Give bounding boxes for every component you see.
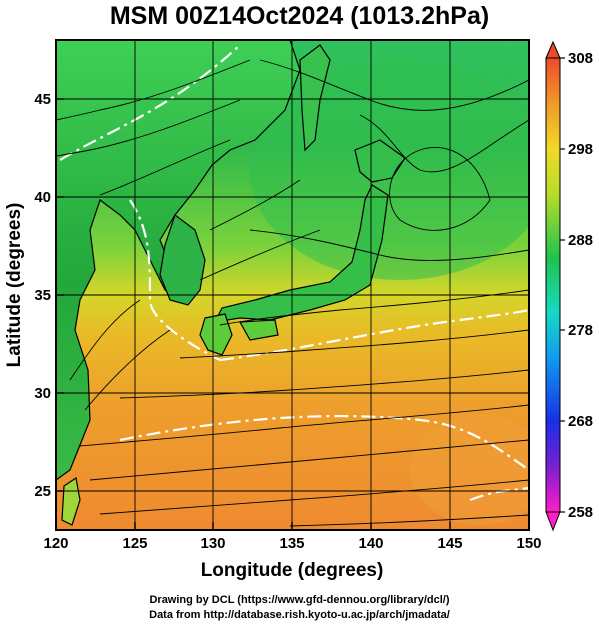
x-tick-label: 120 xyxy=(43,535,68,552)
grid-lines xyxy=(56,40,529,530)
credit-data-source: Data from http://database.rish.kyoto-u.a… xyxy=(149,609,450,621)
colorbar-tick-label: 278 xyxy=(568,322,593,339)
shikoku xyxy=(239,319,279,341)
x-tick-label: 145 xyxy=(437,535,462,552)
y-tick-label: 40 xyxy=(34,189,51,206)
y-tick-marks xyxy=(56,98,64,492)
map-title: MSM 00Z14Oct2024 (1013.2hPa) xyxy=(109,2,490,30)
colorbar-tick-label: 308 xyxy=(568,50,593,67)
colorbar-max-arrow xyxy=(545,40,561,59)
y-tick-label: 35 xyxy=(34,287,51,304)
colorbar-tick-label: 298 xyxy=(568,141,593,158)
x-axis-label: Longitude (degrees) xyxy=(201,560,384,581)
taiwan xyxy=(61,476,81,526)
x-tick-marks xyxy=(55,522,530,530)
x-tick-label: 150 xyxy=(516,535,541,552)
x-tick-label: 125 xyxy=(122,535,147,552)
asia-landmass xyxy=(56,40,301,481)
colorbar-tick-label: 288 xyxy=(568,232,593,249)
sakhalin xyxy=(299,44,331,152)
colorbar-tick-label: 268 xyxy=(568,413,593,430)
y-axis-label: Latitude (degrees) xyxy=(4,203,25,368)
colorbar-gradient xyxy=(545,57,561,513)
y-tick-label: 30 xyxy=(34,385,51,402)
x-tick-label: 140 xyxy=(358,535,383,552)
map-plot-area xyxy=(56,40,529,530)
wind-streamlines xyxy=(56,59,529,527)
x-tick-label: 135 xyxy=(279,535,304,552)
y-tick-label: 25 xyxy=(34,483,51,500)
colorbar-min-arrow xyxy=(545,511,561,532)
colorbar: 308 298 288 278 268 258 xyxy=(545,40,593,532)
cool-region xyxy=(250,60,529,280)
colorbar-tick-label: 258 xyxy=(568,504,593,521)
korea-peninsula xyxy=(159,214,206,306)
y-tick-label: 45 xyxy=(34,91,51,108)
x-tick-label: 130 xyxy=(200,535,225,552)
credit-dcl: Drawing by DCL (https://www.gfd-dennou.o… xyxy=(149,594,450,606)
